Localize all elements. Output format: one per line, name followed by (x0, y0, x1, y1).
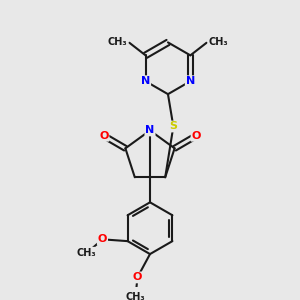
Text: N: N (186, 76, 195, 86)
Text: O: O (98, 234, 107, 244)
Text: N: N (141, 76, 150, 86)
Text: O: O (191, 131, 201, 141)
Text: CH₃: CH₃ (76, 248, 96, 258)
Text: CH₃: CH₃ (126, 292, 146, 300)
Text: O: O (133, 272, 142, 282)
Text: CH₃: CH₃ (208, 37, 228, 47)
Text: O: O (99, 131, 109, 141)
Text: N: N (146, 125, 154, 135)
Text: S: S (169, 122, 177, 131)
Text: CH₃: CH₃ (108, 37, 128, 47)
